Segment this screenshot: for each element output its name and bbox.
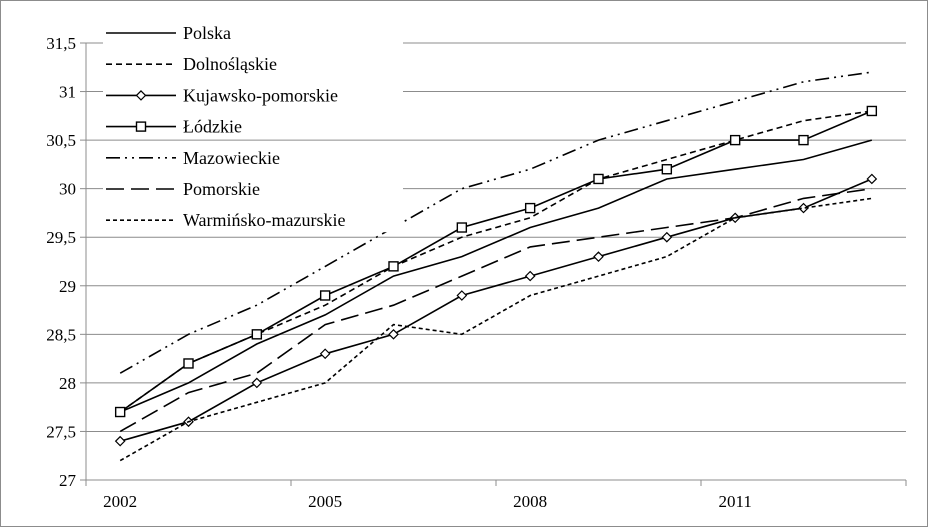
data-point-3 xyxy=(388,261,399,272)
legend-label-6: Warmińsko-mazurskie xyxy=(183,210,346,230)
series-line-6 xyxy=(119,197,872,462)
y-tick-label: 28,5 xyxy=(46,325,76,344)
data-point-2 xyxy=(456,290,468,301)
y-tick-label: 27 xyxy=(59,471,77,490)
data-point-2 xyxy=(593,251,604,262)
legend-marker-2 xyxy=(135,90,147,101)
legend-label-5: Pomorskie xyxy=(183,179,260,199)
y-tick-label: 31 xyxy=(59,83,76,102)
x-tick-label: 2005 xyxy=(308,492,342,511)
y-tick-label: 31,5 xyxy=(46,34,76,53)
data-point-2 xyxy=(798,202,809,214)
series-line-3 xyxy=(119,110,873,413)
legend-label-3: Łódzkie xyxy=(183,117,242,137)
y-tick-label: 28 xyxy=(59,374,76,393)
data-point-3 xyxy=(661,164,673,175)
y-tick-label: 30,5 xyxy=(46,131,76,150)
data-point-3 xyxy=(798,134,809,146)
legend-label-0: Polska xyxy=(183,23,231,43)
data-point-2 xyxy=(251,377,263,389)
data-point-2 xyxy=(524,270,536,282)
data-point-2 xyxy=(866,173,878,185)
data-point-2 xyxy=(319,348,331,360)
data-point-3 xyxy=(866,105,878,117)
legend-label-4: Mazowieckie xyxy=(183,148,280,168)
x-tick-label: 2008 xyxy=(513,492,547,511)
data-point-3 xyxy=(114,406,126,418)
data-point-3 xyxy=(456,222,468,233)
legend-label-1: Dolnośląskie xyxy=(183,54,277,74)
series-line-2 xyxy=(119,178,873,442)
legend-bg xyxy=(103,208,403,233)
legend-label-2: Kujawsko-pomorskie xyxy=(183,85,338,105)
y-tick-label: 29 xyxy=(59,277,76,296)
data-point-2 xyxy=(661,231,673,243)
data-point-3 xyxy=(251,329,263,340)
data-point-3 xyxy=(593,173,604,185)
y-tick-label: 30 xyxy=(59,180,76,199)
legend-bg xyxy=(103,177,403,201)
data-point-3 xyxy=(183,358,194,369)
x-tick-label: 2011 xyxy=(718,492,751,511)
y-tick-label: 29,5 xyxy=(46,228,76,247)
y-tick-label: 27,5 xyxy=(46,422,76,441)
data-point-3 xyxy=(729,134,741,146)
legend-marker-3 xyxy=(135,121,147,132)
data-point-3 xyxy=(524,202,536,214)
data-point-2 xyxy=(388,328,399,340)
legend-bg xyxy=(103,52,403,77)
x-tick-label: 2002 xyxy=(103,492,137,511)
series-line-4 xyxy=(119,71,872,374)
data-point-2 xyxy=(114,435,126,447)
data-point-3 xyxy=(319,290,331,301)
series-line-5 xyxy=(119,187,872,433)
series-line-0 xyxy=(119,139,873,413)
